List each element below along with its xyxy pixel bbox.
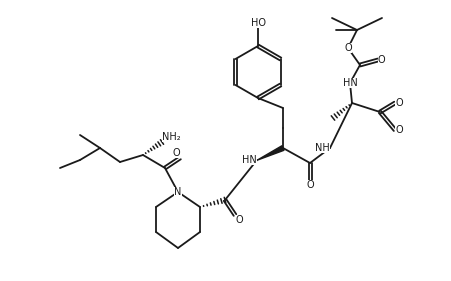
Text: NH₂: NH₂ — [162, 132, 180, 142]
Text: HN: HN — [242, 155, 257, 165]
Text: NH: NH — [315, 143, 330, 153]
Polygon shape — [257, 146, 284, 160]
Text: N: N — [175, 187, 182, 197]
Text: O: O — [395, 98, 403, 108]
Text: O: O — [378, 55, 386, 65]
Text: O: O — [235, 215, 243, 225]
Text: O: O — [172, 148, 180, 158]
Text: O: O — [344, 43, 352, 53]
Text: HN: HN — [343, 78, 357, 88]
Text: HO: HO — [250, 18, 266, 28]
Text: O: O — [306, 180, 314, 190]
Text: O: O — [395, 125, 403, 135]
